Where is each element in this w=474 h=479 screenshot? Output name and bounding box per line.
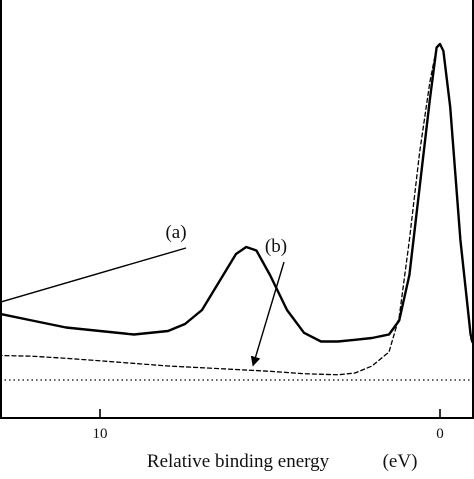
annotation-label-a: (a) (165, 222, 186, 243)
annotation-label-b: (b) (265, 236, 287, 257)
annotation-arrow-a (0, 247, 187, 303)
x-tick-label: 0 (436, 426, 444, 442)
x-axis-unit-label: (eV) (383, 451, 418, 472)
x-axis-label: Relative binding energy (147, 451, 330, 472)
series-line-b (0, 43, 474, 376)
annotation-arrow-b (250, 261, 285, 367)
annotation-layer: (a) (b) (0, 222, 287, 367)
x-axis: 20100 (0, 0, 474, 442)
x-tick-label: 10 (93, 426, 108, 442)
series-layer (0, 42, 474, 376)
